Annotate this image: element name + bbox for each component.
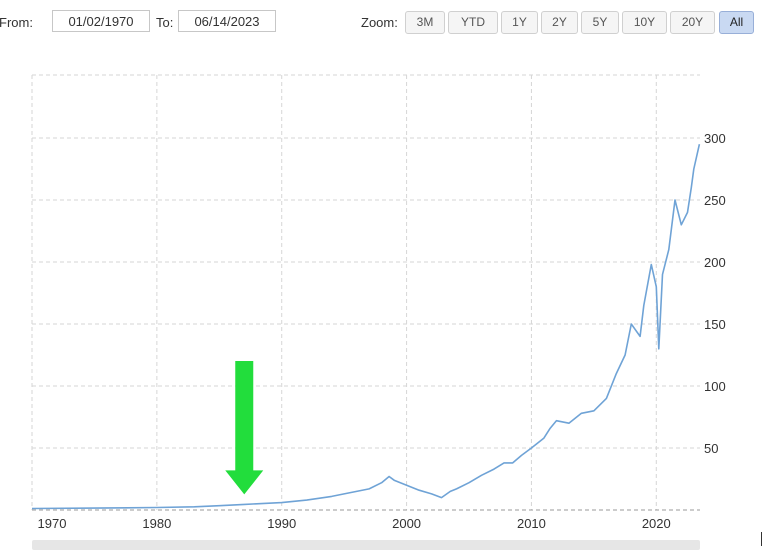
zoom-2y-button[interactable]: 2Y <box>541 11 578 34</box>
zoom-5y-button[interactable]: 5Y <box>581 11 619 34</box>
text-cursor-mark <box>761 532 762 546</box>
y-tick-label: 150 <box>704 317 726 332</box>
zoom-label: Zoom: <box>361 15 398 30</box>
y-tick-label: 200 <box>704 255 726 270</box>
x-tick-label: 1990 <box>267 516 296 531</box>
chart-axis-labels: 1970 1980 1990 2000 2010 2020 50 100 150 200 250 30… <box>38 131 726 531</box>
zoom-ytd-button[interactable]: YTD <box>448 11 498 34</box>
x-tick-label: 1980 <box>142 516 171 531</box>
y-tick-label: 300 <box>704 131 726 146</box>
x-tick-label: 2000 <box>392 516 421 531</box>
navigator-scrollbar[interactable] <box>32 540 700 550</box>
y-tick-label: 250 <box>704 193 726 208</box>
chart-grid <box>31 74 700 510</box>
chart-series <box>31 144 701 510</box>
to-date-input[interactable] <box>178 10 276 32</box>
from-label: From: <box>0 15 33 30</box>
zoom-1y-button[interactable]: 1Y <box>501 11 538 34</box>
y-tick-label: 100 <box>704 379 726 394</box>
chart-annotations <box>225 361 264 495</box>
series-line-0 <box>31 144 701 510</box>
from-date-input[interactable] <box>52 10 150 32</box>
zoom-20y-button[interactable]: 20Y <box>670 11 715 34</box>
x-tick-label: 1970 <box>38 516 67 531</box>
zoom-10y-button[interactable]: 10Y <box>622 11 667 34</box>
x-tick-label: 2020 <box>642 516 671 531</box>
zoom-all-button[interactable]: All <box>719 11 754 34</box>
y-tick-label: 50 <box>704 441 718 456</box>
toolbar: From: To: Zoom: 3M YTD 1Y 2Y 5Y 10Y 20Y … <box>0 0 768 44</box>
to-label: To: <box>156 15 174 30</box>
down-arrow-annotation <box>225 361 264 495</box>
zoom-3m-button[interactable]: 3M <box>405 11 445 34</box>
x-tick-label: 2010 <box>517 516 546 531</box>
